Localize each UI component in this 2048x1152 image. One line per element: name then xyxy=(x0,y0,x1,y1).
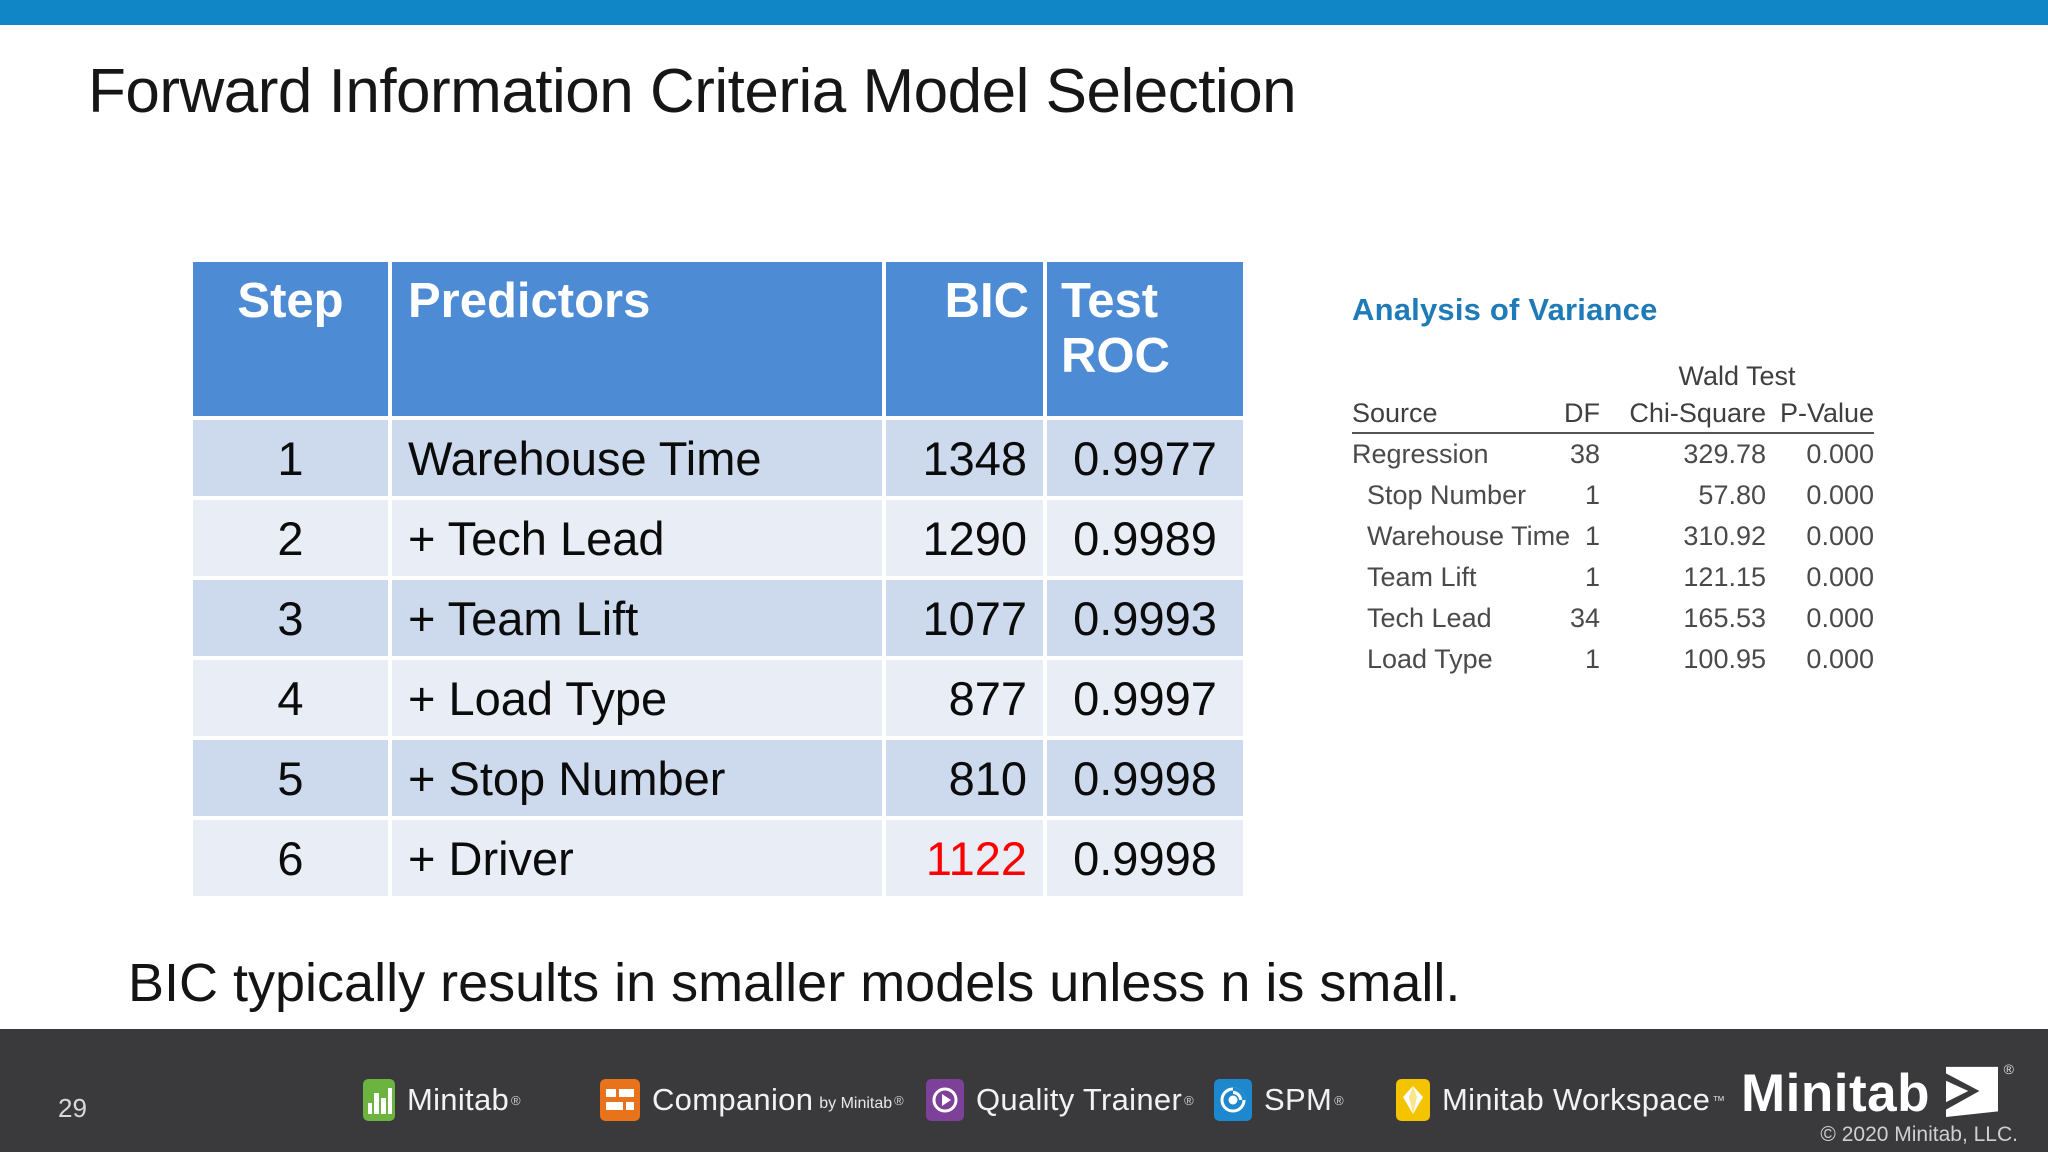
anova-df: 1 xyxy=(1584,644,1600,674)
cell-bic: 1077 xyxy=(886,580,1043,656)
cell-test-roc: 0.9977 xyxy=(1047,420,1243,496)
cell-bic-highlighted: 1122 xyxy=(886,820,1043,896)
anova-table: Source DF Chi-Square P-Value Regression … xyxy=(1352,394,1874,680)
anova-chi-square: 310.92 xyxy=(1683,521,1766,551)
model-selection-table: Step Predictors BIC Test ROC 1 Warehouse… xyxy=(193,262,1243,896)
anova-chi-square: 100.95 xyxy=(1683,644,1766,674)
anova-p-value: 0.000 xyxy=(1806,562,1874,592)
anova-source: Load Type xyxy=(1367,644,1493,674)
cell-bic: 1348 xyxy=(886,420,1043,496)
registered-mark: ® xyxy=(1184,1092,1194,1108)
spm-logo-label: SPM xyxy=(1264,1082,1333,1117)
cell-step: 6 xyxy=(193,820,388,896)
column-header-bic: BIC xyxy=(886,262,1043,416)
spm-product-logo: SPM ® xyxy=(1214,1077,1344,1123)
top-accent-bar xyxy=(0,0,2048,25)
anova-p-value: 0.000 xyxy=(1806,439,1874,469)
cell-test-roc: 0.9997 xyxy=(1047,660,1243,736)
anova-col-source: Source xyxy=(1352,394,1560,434)
cell-bic: 1290 xyxy=(886,500,1043,576)
cell-test-roc: 0.9998 xyxy=(1047,820,1243,896)
column-header-test-roc: Test ROC xyxy=(1047,262,1243,416)
copyright-text: © 2020 Minitab, LLC. xyxy=(1820,1123,2018,1146)
anova-p-value: 0.000 xyxy=(1806,603,1874,633)
anova-col-chi-square: Chi-Square xyxy=(1600,394,1766,434)
column-header-step: Step xyxy=(193,262,388,416)
cell-step: 5 xyxy=(193,740,388,816)
minitab-brand-logo: Minitab ® xyxy=(1741,1061,2014,1124)
anova-col-df: DF xyxy=(1560,394,1600,434)
anova-title: Analysis of Variance xyxy=(1352,292,1658,327)
anova-df: 1 xyxy=(1584,562,1600,592)
anova-df: 38 xyxy=(1569,439,1600,469)
minitab-bar-chart-icon xyxy=(363,1079,395,1121)
anova-chi-square: 57.80 xyxy=(1698,480,1766,510)
minitab-product-logo: Minitab ® xyxy=(363,1077,521,1123)
cell-test-roc: 0.9989 xyxy=(1047,500,1243,576)
spm-swirl-icon xyxy=(1214,1079,1252,1121)
cell-predictors: + Load Type xyxy=(392,660,882,736)
cell-bic: 877 xyxy=(886,660,1043,736)
anova-source: Stop Number xyxy=(1367,480,1527,510)
cell-step: 1 xyxy=(193,420,388,496)
page-number: 29 xyxy=(58,1093,87,1123)
quality-trainer-product-logo: Quality Trainer ® xyxy=(926,1077,1194,1123)
anova-group-header: Wald Test xyxy=(1678,361,1796,391)
cell-predictors: Warehouse Time xyxy=(392,420,882,496)
anova-chi-square: 121.15 xyxy=(1683,562,1766,592)
anova-source: Regression xyxy=(1352,439,1489,469)
anova-df: 1 xyxy=(1584,521,1600,551)
anova-source: Tech Lead xyxy=(1367,603,1492,633)
registered-mark: ® xyxy=(1334,1092,1344,1108)
anova-p-value: 0.000 xyxy=(1806,521,1874,551)
slide-footnote: BIC typically results in smaller models … xyxy=(128,953,1461,1013)
trademark-mark: ™ xyxy=(1712,1092,1726,1108)
page-title: Forward Information Criteria Model Selec… xyxy=(88,57,1297,126)
companion-logo-label: Companion xyxy=(652,1082,814,1117)
cell-step: 2 xyxy=(193,500,388,576)
anova-source: Warehouse Time xyxy=(1367,521,1571,551)
anova-chi-square: 329.78 xyxy=(1683,439,1766,469)
quality-trainer-play-icon xyxy=(926,1079,964,1121)
anova-df: 1 xyxy=(1584,480,1600,510)
workspace-logo-label: Minitab Workspace xyxy=(1442,1082,1711,1117)
minitab-workspace-product-logo: Minitab Workspace ™ xyxy=(1396,1077,1725,1123)
companion-product-logo: Companion by Minitab ® xyxy=(600,1077,904,1123)
cell-test-roc: 0.9998 xyxy=(1047,740,1243,816)
registered-mark: ® xyxy=(511,1092,521,1108)
cell-predictors: + Driver xyxy=(392,820,882,896)
anova-p-value: 0.000 xyxy=(1806,480,1874,510)
cell-step: 4 xyxy=(193,660,388,736)
registered-mark: ® xyxy=(2003,1061,2014,1077)
footer-bar: 29 Minitab ® Companion by Minitab ® Q xyxy=(0,1029,2048,1152)
companion-blocks-icon xyxy=(600,1079,640,1121)
anova-p-value: 0.000 xyxy=(1806,644,1874,674)
registered-mark: ® xyxy=(894,1092,904,1108)
cell-test-roc: 0.9993 xyxy=(1047,580,1243,656)
cell-step: 3 xyxy=(193,580,388,656)
anova-df: 34 xyxy=(1569,603,1600,633)
cell-predictors: + Team Lift xyxy=(392,580,882,656)
quality-trainer-logo-label: Quality Trainer xyxy=(976,1082,1183,1117)
cell-predictors: + Tech Lead xyxy=(392,500,882,576)
minitab-chevron-icon: ® xyxy=(1944,1061,2014,1122)
anova-chi-square: 165.53 xyxy=(1683,603,1766,633)
workspace-diamond-icon xyxy=(1396,1079,1430,1121)
cell-bic: 810 xyxy=(886,740,1043,816)
analysis-of-variance-output: Analysis of Variance Wald Test Source DF… xyxy=(1352,292,1874,680)
minitab-logo-label: Minitab xyxy=(407,1082,510,1117)
cell-predictors: + Stop Number xyxy=(392,740,882,816)
column-header-predictors: Predictors xyxy=(392,262,882,416)
anova-col-p-value: P-Value xyxy=(1766,394,1874,434)
anova-source: Team Lift xyxy=(1367,562,1477,592)
minitab-brand-wordmark: Minitab xyxy=(1741,1064,1930,1123)
companion-logo-sublabel: by Minitab xyxy=(819,1095,893,1112)
